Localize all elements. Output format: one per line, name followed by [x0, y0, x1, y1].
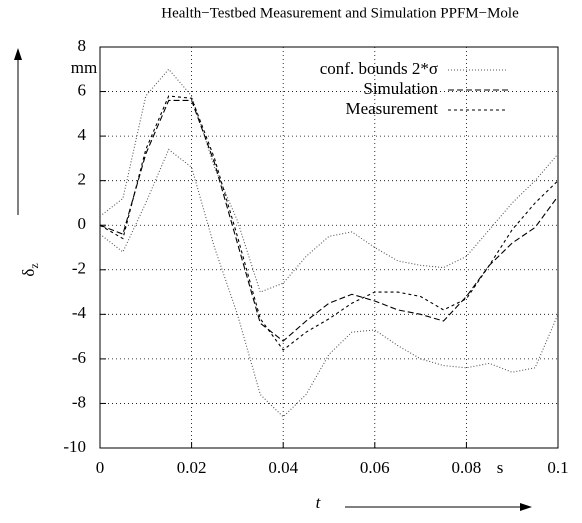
chart-title: Health−Testbed Measurement and Simulatio…	[161, 5, 519, 21]
y-tick-label: 4	[78, 125, 87, 144]
x-tick-label: 0.06	[360, 458, 390, 477]
legend-label: conf. bounds 2*σ	[320, 59, 438, 78]
y-tick-label: 2	[78, 170, 87, 189]
x-unit: s	[497, 458, 504, 477]
y-tick-label: 0	[78, 214, 87, 233]
series-line	[99, 68, 559, 293]
x-tick-label: 0.1	[547, 458, 568, 477]
y-tick-label: -2	[72, 259, 86, 278]
x-tick-label: 0	[96, 458, 105, 477]
legend-label: Measurement	[345, 99, 438, 118]
y-label-main: δ	[19, 269, 38, 277]
plot-frame	[99, 46, 559, 449]
y-tick-label: -4	[72, 303, 87, 322]
series-line	[99, 99, 559, 342]
x-axis-label: t	[316, 493, 322, 512]
y-tick-label: -10	[63, 437, 86, 456]
x-tick-label: 0.08	[452, 458, 482, 477]
x-arrowhead	[520, 503, 532, 511]
x-tick-label: 0.02	[177, 458, 207, 477]
y-arrowhead	[14, 48, 22, 60]
y-unit: mm	[71, 58, 97, 77]
legend-label: Simulation	[363, 79, 438, 98]
y-tick-label: -6	[72, 348, 86, 367]
y-tick-label: -8	[72, 392, 86, 411]
y-axis-label: δz	[19, 263, 41, 276]
y-tick-label: 6	[78, 80, 87, 99]
y-label-sub: z	[27, 263, 41, 268]
series-line	[99, 95, 559, 351]
x-tick-label: 0.04	[268, 458, 298, 477]
y-tick-label: 8	[78, 36, 87, 55]
series-line	[99, 148, 559, 418]
